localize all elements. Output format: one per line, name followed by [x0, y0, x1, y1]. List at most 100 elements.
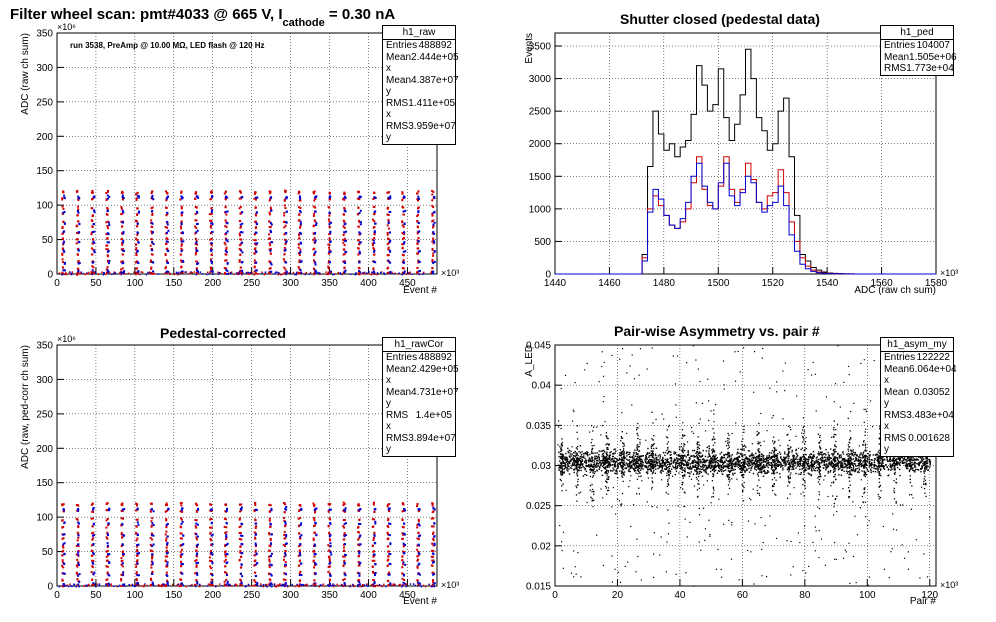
data-point	[298, 509, 301, 512]
data-point	[358, 243, 361, 246]
data-point	[399, 583, 401, 586]
data-point	[387, 222, 390, 225]
data-point	[846, 453, 848, 456]
y-tick-label: 0.035	[526, 421, 551, 432]
data-point	[224, 205, 227, 208]
data-point	[740, 452, 742, 455]
data-point	[424, 585, 427, 588]
data-point	[403, 270, 406, 273]
x-tick-label: 300	[282, 278, 299, 289]
data-point	[793, 457, 795, 459]
data-point	[92, 209, 95, 212]
data-point	[209, 553, 212, 556]
data-point	[133, 585, 136, 588]
data-point	[417, 581, 420, 584]
data-point	[299, 241, 302, 244]
data-point	[329, 565, 332, 568]
data-point	[693, 449, 696, 452]
data-point	[269, 583, 271, 586]
data-point	[299, 211, 302, 214]
data-point	[121, 195, 124, 198]
data-point	[805, 466, 807, 469]
data-point	[836, 462, 838, 464]
data-point	[181, 507, 184, 510]
data-point	[299, 250, 302, 253]
data-point	[428, 583, 430, 586]
data-point	[403, 223, 406, 226]
data-point	[823, 464, 826, 467]
data-point	[329, 522, 332, 525]
data-point	[852, 449, 854, 451]
data-point	[624, 467, 626, 469]
data-point	[61, 537, 64, 540]
data-point	[620, 454, 622, 457]
data-point	[771, 464, 773, 466]
data-point	[179, 510, 182, 513]
data-point	[63, 197, 66, 200]
data-point	[626, 451, 628, 453]
data-point	[741, 456, 744, 458]
data-point	[322, 583, 325, 585]
data-point	[431, 532, 434, 535]
data-point	[122, 574, 125, 577]
data-point	[402, 250, 405, 253]
data-point	[314, 263, 317, 266]
data-point	[61, 252, 64, 255]
data-point	[670, 451, 672, 453]
data-point	[196, 581, 199, 584]
data-point	[136, 559, 139, 562]
data-point	[808, 455, 810, 458]
data-point	[809, 465, 812, 467]
data-point	[281, 584, 284, 587]
data-point	[122, 196, 125, 199]
data-point	[105, 509, 108, 512]
data-point	[401, 220, 404, 223]
data-point	[106, 559, 109, 562]
data-point	[283, 272, 286, 275]
data-point	[218, 272, 221, 274]
data-point	[226, 553, 229, 556]
data-point	[568, 455, 571, 457]
data-point	[134, 219, 137, 222]
data-point	[106, 254, 109, 257]
data-point	[317, 272, 320, 274]
data-point	[416, 192, 419, 195]
data-point	[358, 212, 361, 215]
data-point	[744, 466, 746, 469]
data-point	[136, 222, 139, 225]
data-point	[863, 464, 865, 466]
data-point	[764, 461, 766, 463]
data-point	[625, 462, 628, 464]
data-point	[609, 464, 612, 467]
data-point	[561, 458, 564, 460]
data-point	[135, 237, 138, 240]
data-point	[631, 467, 633, 469]
data-point	[251, 271, 253, 274]
data-point	[416, 537, 419, 540]
data-point	[121, 212, 124, 215]
data-point	[343, 572, 346, 575]
data-point	[209, 226, 212, 229]
data-point	[70, 272, 73, 275]
data-point	[854, 468, 857, 470]
data-point	[702, 464, 704, 466]
data-point	[357, 213, 360, 216]
data-point	[268, 233, 271, 236]
data-point	[62, 572, 65, 575]
data-point	[77, 240, 80, 243]
data-point	[570, 455, 572, 457]
data-point	[357, 206, 360, 209]
data-point	[61, 258, 64, 261]
data-point	[736, 451, 739, 454]
data-point	[659, 463, 662, 465]
data-point	[91, 207, 94, 210]
data-point	[306, 583, 308, 586]
data-point	[342, 525, 345, 528]
data-point	[772, 460, 774, 462]
data-point	[180, 266, 183, 269]
y-tick-label: 250	[36, 409, 53, 420]
data-point	[889, 463, 891, 465]
data-point	[711, 449, 713, 451]
data-point	[854, 469, 856, 471]
x-tick-label: 400	[360, 590, 377, 601]
